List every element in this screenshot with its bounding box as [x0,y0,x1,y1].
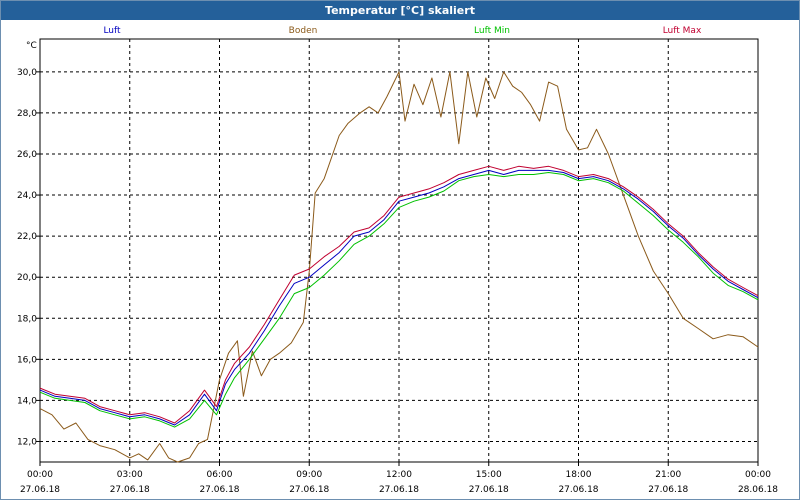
x-tick-labels: 00:00 27.06.18 03:00 27.06.18 06:00 27.06.18 0… [20,470,778,495]
y-tick-label: 24,0 [17,191,37,201]
y-tick-label: 26,0 [17,150,37,160]
x-tick-time: 21:00 [655,470,681,480]
y-axis-unit: °C [26,41,37,51]
legend-entry: Boden [289,26,318,36]
x-tick-date: 27.06.18 [558,485,598,495]
x-tick-time: 18:00 [566,470,592,480]
chart-title: Temperatur [°C] skaliert [1,1,799,20]
x-tick-date: 28.06.18 [738,485,778,495]
grid [40,39,758,462]
legend-entry: Luft Min [474,26,510,36]
axes [36,38,759,466]
series-line-luft-max [39,165,759,424]
x-tick-time: 03:00 [117,470,143,480]
plot-area-border [39,38,759,463]
series-lines [39,71,759,463]
x-tick-time: 00:00 [27,470,53,480]
series-line-boden [39,71,759,463]
y-tick-label: 18,0 [17,314,37,324]
x-tick-date: 27.06.18 [648,485,688,495]
series-line-luft-min [39,172,759,428]
x-tick-date: 27.06.18 [20,485,60,495]
y-tick-label: 12,0 [17,437,37,447]
x-tick-date: 27.06.18 [469,485,509,495]
x-tick-date: 27.06.18 [289,485,329,495]
legend-entry: Luft Max [663,26,702,36]
x-tick-time: 09:00 [296,470,322,480]
y-tick-label: 14,0 [17,396,37,406]
x-tick-date: 27.06.18 [110,485,150,495]
legend-entry: Luft [103,26,121,36]
x-tick-time: 12:00 [386,470,412,480]
x-tick-date: 27.06.18 [199,485,239,495]
y-tick-labels: 12,0 14,0 16,0 18,0 20,0 22,0 24,0 26,0 28,0 30,0… [17,41,37,447]
x-tick-time: 06:00 [207,470,233,480]
y-tick-label: 16,0 [17,355,37,365]
y-tick-label: 22,0 [17,232,37,242]
y-tick-label: 30,0 [17,68,37,78]
x-tick-date: 27.06.18 [379,485,419,495]
series-line-luft [39,169,759,426]
x-tick-time: 00:00 [745,470,771,480]
y-tick-label: 28,0 [17,109,37,119]
x-tick-time: 15:00 [476,470,502,480]
y-tick-label: 20,0 [17,273,37,283]
legend: Luft Boden Luft Min Luft Max [103,26,702,36]
